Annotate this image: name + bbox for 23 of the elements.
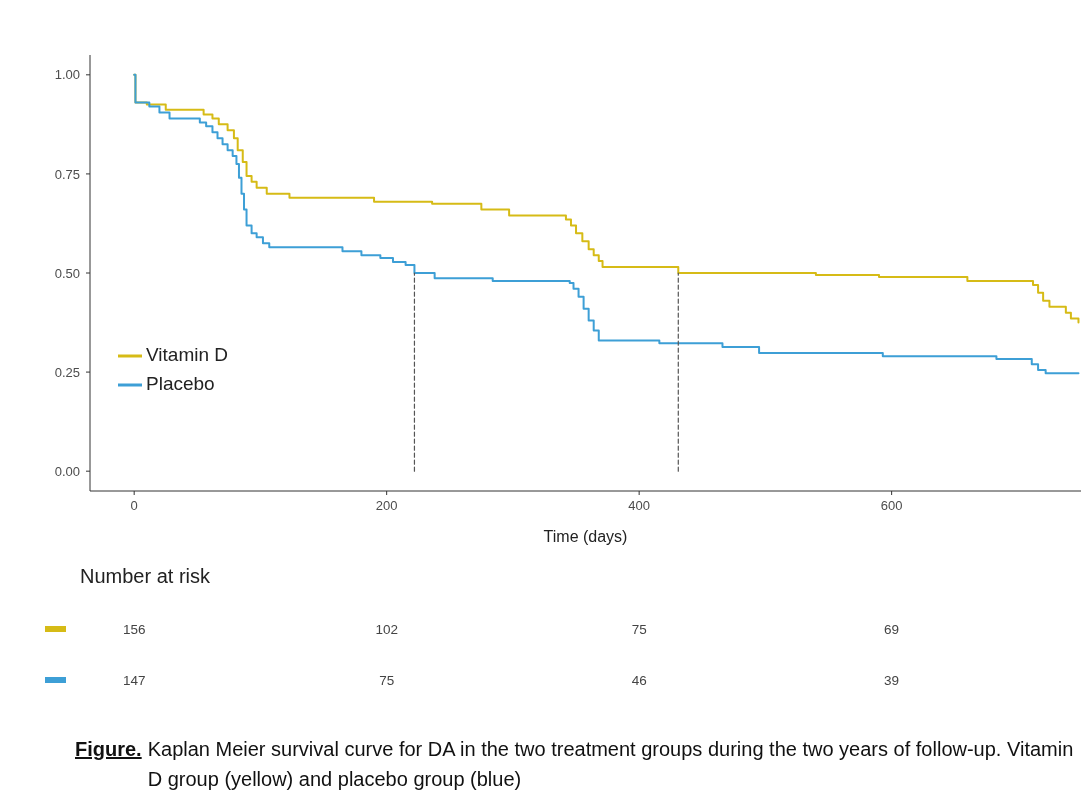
- y-tick-label: 0.25: [54, 364, 80, 380]
- text: 156: [122, 621, 146, 637]
- text: 46: [631, 672, 647, 688]
- y-tick-label: 0.75: [54, 166, 80, 182]
- x-tick-label: 200: [375, 498, 398, 514]
- text: 75: [379, 672, 395, 688]
- x-tick-label: 600: [880, 498, 903, 514]
- text: 39: [884, 672, 900, 688]
- x-tick-label: 400: [628, 498, 650, 514]
- x-tick-label: 0: [130, 498, 138, 514]
- y-tick-label: 1.00: [54, 67, 80, 83]
- text: 147: [122, 672, 146, 688]
- legend-label: Placebo: [146, 373, 215, 394]
- text: Kaplan Meier survival curve for DA in the two treatment groups during the two years of follow-up. Vitamin D group (yellow) and placebo group (blue): [147, 737, 1075, 792]
- text: 69: [884, 621, 900, 637]
- y-tick-label: 0.00: [54, 463, 80, 479]
- text: Number at risk: [80, 565, 212, 587]
- legend-label: Vitamin D: [146, 344, 229, 365]
- text: 102: [375, 621, 398, 637]
- y-tick-label: 0.50: [54, 265, 80, 281]
- x-axis-title: Time (days): [543, 528, 628, 545]
- text: 75: [631, 621, 647, 637]
- text: Figure.: [75, 737, 142, 762]
